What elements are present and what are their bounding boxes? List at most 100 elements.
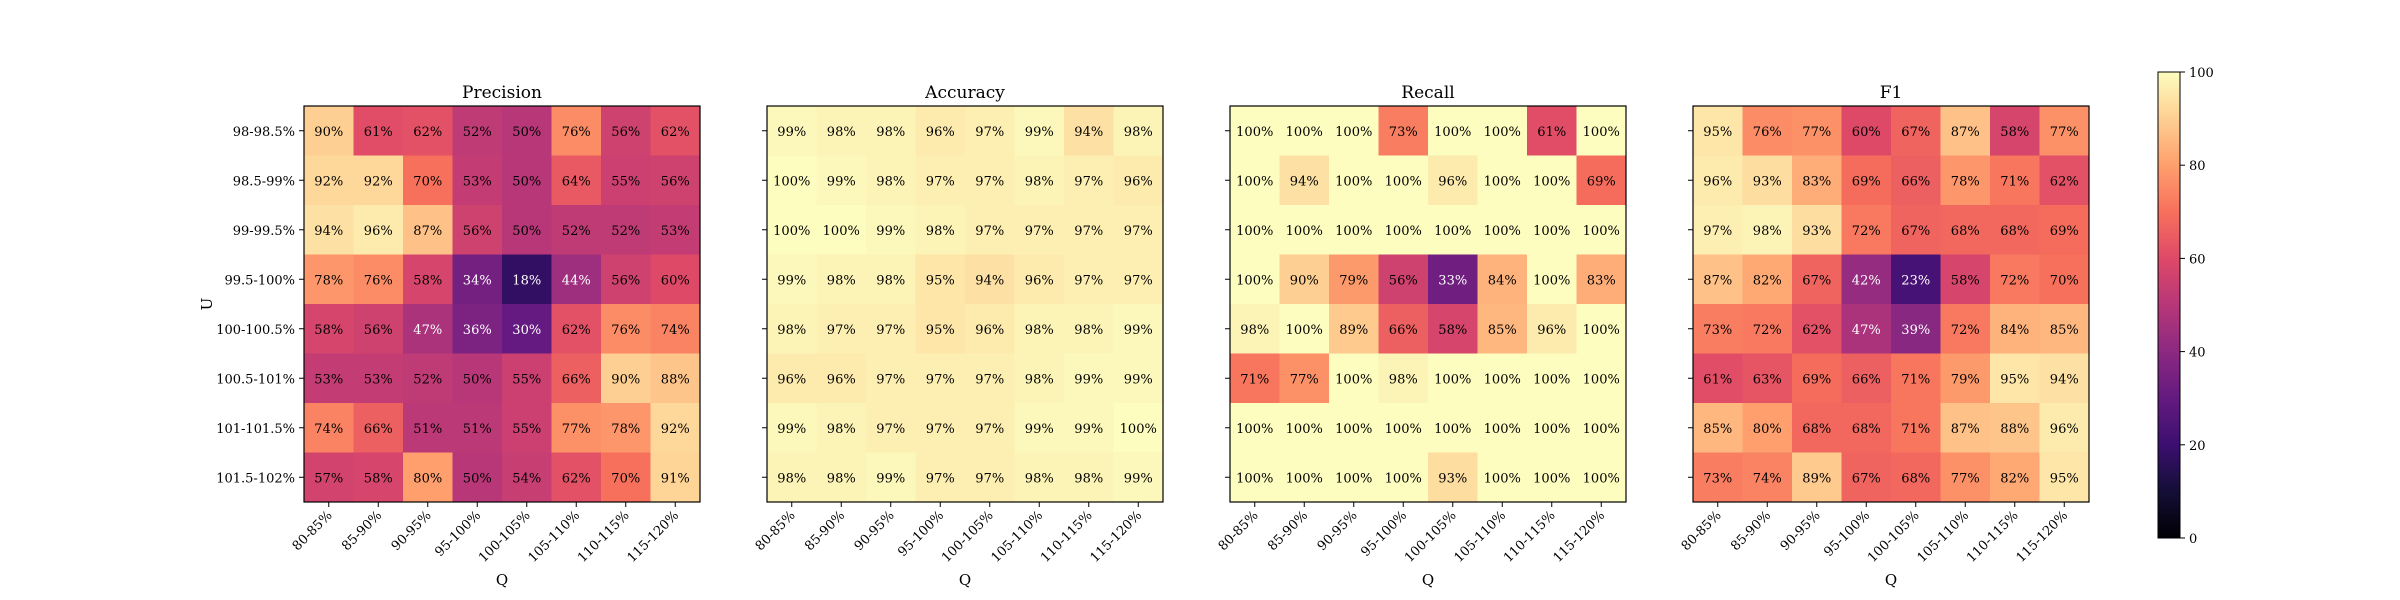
heatmap-cell [1329, 106, 1379, 156]
heatmap-cell [1891, 353, 1941, 404]
x-tick-label: 100-105% [939, 508, 997, 566]
cell-value-label: 50% [463, 471, 492, 486]
heatmap-cell [1940, 155, 1991, 206]
cell-value-label: 99% [1074, 372, 1103, 387]
heatmap-cell [1792, 106, 1842, 156]
cell-value-label: 33% [1438, 273, 1467, 288]
cell-value-label: 98% [1753, 224, 1782, 239]
x-tick-label: 90-95% [1315, 508, 1361, 554]
cell-value-label: 100% [1236, 471, 1273, 486]
heatmap-cell [1940, 353, 1991, 404]
heatmap-cell [1792, 205, 1842, 255]
heatmap-cell [2039, 452, 2090, 503]
cell-value-label: 62% [562, 471, 591, 486]
heatmap-cell [1792, 353, 1842, 404]
cell-value-label: 58% [2000, 125, 2029, 140]
y-tick-label: 100.5-101% [216, 372, 295, 387]
cell-value-label: 58% [314, 323, 343, 338]
cell-value-label: 100% [1335, 422, 1372, 437]
heatmap-cell [965, 353, 1015, 404]
heatmap-cell [1841, 353, 1892, 404]
heatmap-cell [1792, 254, 1842, 305]
heatmap-cell [403, 254, 453, 305]
cell-value-label: 67% [1852, 471, 1881, 486]
heatmap-cell [1576, 353, 1627, 404]
cell-value-label: 98% [876, 125, 905, 140]
heatmap-cell [551, 452, 602, 503]
cell-value-label: 83% [1587, 273, 1616, 288]
cell-value-label: 68% [1951, 224, 1980, 239]
heatmap-cell [1527, 304, 1577, 354]
colorbar-tick-label: 20 [2189, 439, 2206, 454]
heatmap-cell [816, 304, 867, 354]
cell-value-label: 97% [876, 372, 905, 387]
heatmap-cell [1279, 106, 1330, 156]
cell-value-label: 55% [512, 422, 541, 437]
cell-value-label: 99% [1025, 125, 1054, 140]
cell-value-label: 55% [611, 174, 640, 189]
heatmap-cell [915, 106, 966, 156]
heatmap-cell [965, 304, 1015, 354]
heatmap-cell [452, 254, 503, 305]
cell-value-label: 97% [1124, 273, 1153, 288]
heatmap-cell [452, 304, 503, 354]
cell-value-label: 69% [2050, 224, 2079, 239]
cell-value-label: 83% [1802, 174, 1831, 189]
cell-value-label: 66% [1852, 372, 1881, 387]
x-tick-label: 110-115% [1501, 508, 1559, 566]
cell-value-label: 100% [1434, 372, 1471, 387]
cell-value-label: 100% [1533, 372, 1570, 387]
heatmap-cell [767, 106, 817, 156]
cell-value-label: 92% [314, 174, 343, 189]
cell-value-label: 79% [1339, 273, 1368, 288]
heatmap-cell [1378, 304, 1429, 354]
cell-value-label: 100% [1533, 273, 1570, 288]
cell-value-label: 100% [1533, 471, 1570, 486]
heatmap-cell [1841, 106, 1892, 156]
cell-value-label: 87% [1951, 422, 1980, 437]
heatmap-cell [915, 155, 966, 206]
cell-value-label: 78% [314, 273, 343, 288]
cell-value-label: 100% [1434, 125, 1471, 140]
cell-value-label: 100% [1484, 471, 1521, 486]
heatmap-cell [601, 452, 651, 503]
colorbar-tick-label: 0 [2189, 532, 2197, 547]
heatmap-cell [1792, 304, 1842, 354]
cell-value-label: 96% [975, 323, 1004, 338]
x-tick-label: 115-120% [2014, 508, 2072, 566]
cell-value-label: 98% [1025, 323, 1054, 338]
cell-value-label: 96% [2050, 422, 2079, 437]
heatmap-cell [1990, 304, 2040, 354]
cell-value-label: 97% [1074, 174, 1103, 189]
cell-value-label: 67% [1802, 273, 1831, 288]
heatmap-cell [965, 254, 1015, 305]
cell-value-label: 100% [1335, 125, 1372, 140]
heatmap-cell [1230, 155, 1280, 206]
cell-value-label: 99% [777, 125, 806, 140]
heatmap-cell [1477, 254, 1528, 305]
heatmap-cell [965, 155, 1015, 206]
heatmap-cell [1940, 254, 1991, 305]
heatmap-cell [1527, 403, 1577, 453]
cell-value-label: 52% [562, 224, 591, 239]
heatmap-cell [353, 353, 404, 404]
heatmap-panel-precision: Precision 90% 61% 62% 52% 50% 76% 56% 62% 92% 92% 7… [198, 83, 701, 589]
heatmap-cell [915, 304, 966, 354]
heatmap-cell [866, 403, 916, 453]
heatmap-cell [1014, 205, 1065, 255]
heatmap-cell [1990, 353, 2040, 404]
y-tick-label: 100-100.5% [216, 323, 295, 338]
heatmap-cell [1477, 155, 1528, 206]
cell-value-label: 50% [463, 372, 492, 387]
cell-value-label: 100% [1385, 422, 1422, 437]
heatmap-cell [1527, 205, 1577, 255]
heatmap-cell [1527, 155, 1577, 206]
colorbar: 0 20 40 60 80 100 [2157, 66, 2214, 547]
cell-value-label: 58% [1951, 273, 1980, 288]
cell-value-label: 96% [777, 372, 806, 387]
heatmap-cell [767, 254, 817, 305]
heatmap-cell [1428, 403, 1478, 453]
heatmap-cell [1428, 452, 1478, 503]
cell-value-label: 47% [1852, 323, 1881, 338]
cell-value-label: 98% [777, 323, 806, 338]
